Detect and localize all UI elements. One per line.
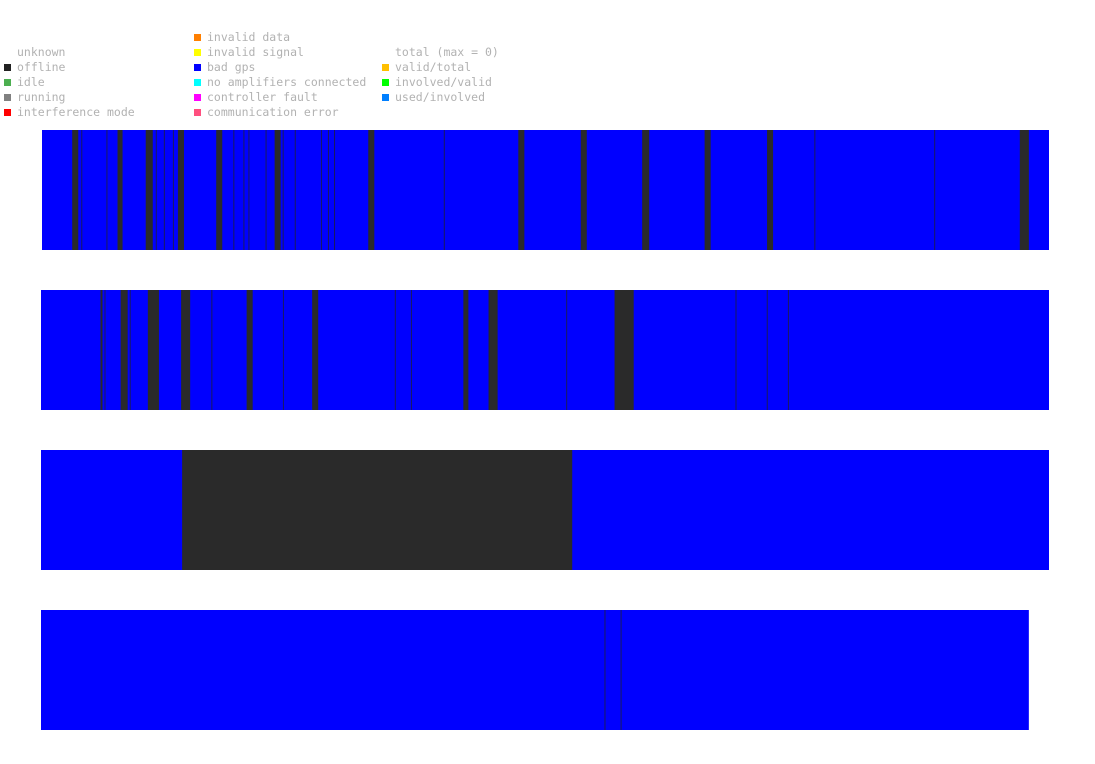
legend-label: bad gps <box>207 60 256 74</box>
offline-segment <box>642 130 650 250</box>
strip-background <box>41 610 1029 730</box>
legend-label: controller fault <box>207 90 318 104</box>
legend-label: communication error <box>207 105 339 119</box>
offline-segment <box>704 130 711 250</box>
offline-segment <box>1019 130 1029 250</box>
legend-label: invalid data <box>207 30 291 44</box>
status-separator <box>282 290 284 410</box>
offline-segment <box>488 290 498 410</box>
strip-background <box>42 130 1049 250</box>
offline-segment <box>72 130 79 250</box>
status-separator <box>233 130 235 250</box>
status-separator <box>787 290 789 410</box>
legend-swatch <box>4 109 11 116</box>
legend-label: running <box>17 90 66 104</box>
status-strip <box>41 290 1049 410</box>
status-separator <box>766 290 768 410</box>
legend-label: invalid signal <box>207 45 304 59</box>
offline-segment <box>216 130 223 250</box>
legend-label: involved/valid <box>395 75 492 89</box>
offline-segment <box>518 130 525 250</box>
legend-label: unknown <box>17 45 66 59</box>
status-separator <box>620 610 622 730</box>
legend-swatch <box>194 34 201 41</box>
legend-swatch <box>194 64 201 71</box>
offline-segment <box>368 130 375 250</box>
status-separator <box>294 130 296 250</box>
status-separator <box>129 290 131 410</box>
status-separator <box>735 290 737 410</box>
offline-segment <box>246 290 253 410</box>
legend-label: offline <box>17 60 66 74</box>
status-separator <box>155 130 157 250</box>
legend-swatch <box>4 64 11 71</box>
status-strip <box>41 610 1029 730</box>
legend-label: idle <box>17 75 45 89</box>
offline-segment <box>767 130 774 250</box>
legend-label: total (max = 0) <box>395 45 499 59</box>
status-separator <box>282 130 284 250</box>
legend-swatch <box>194 49 201 56</box>
status-strip <box>41 450 1049 570</box>
status-separator <box>320 130 322 250</box>
legend-swatch <box>4 94 11 101</box>
status-separator <box>814 130 816 250</box>
status-separator <box>106 130 108 250</box>
status-separator <box>248 130 250 250</box>
legend-label: used/involved <box>395 90 486 104</box>
legend-swatch <box>382 79 389 86</box>
legend-swatch <box>194 109 201 116</box>
status-separator <box>211 290 213 410</box>
offline-segment <box>181 290 191 410</box>
status-separator <box>334 130 336 250</box>
status-separator <box>163 130 165 250</box>
legend-label: valid/total <box>395 60 472 74</box>
status-separator <box>81 130 83 250</box>
status-separator <box>604 610 606 730</box>
legend-swatch <box>382 64 389 71</box>
offline-segment <box>614 290 634 410</box>
offline-segment <box>145 130 153 250</box>
status-separator <box>172 130 174 250</box>
status-separator <box>327 130 329 250</box>
status-separator <box>243 130 245 250</box>
offline-segment <box>182 450 573 570</box>
status-separator <box>104 290 106 410</box>
legend-swatch <box>382 94 389 101</box>
offline-segment <box>147 290 159 410</box>
status-strip <box>42 130 1049 250</box>
offline-segment <box>100 290 103 410</box>
legend-swatch <box>194 79 201 86</box>
offline-segment <box>274 130 281 250</box>
offline-segment <box>580 130 587 250</box>
offline-segment <box>463 290 469 410</box>
legend-label: interference mode <box>17 105 135 119</box>
status-separator <box>566 290 568 410</box>
status-separator <box>934 130 936 250</box>
status-separator <box>443 130 445 250</box>
legend: unknown offline idle running interference mo… <box>0 0 1095 125</box>
offline-segment <box>312 290 319 410</box>
strip-background <box>41 290 1049 410</box>
offline-segment <box>177 130 184 250</box>
offline-segment <box>117 130 123 250</box>
status-separator <box>265 130 267 250</box>
status-separator <box>394 290 396 410</box>
status-separator <box>410 290 412 410</box>
legend-swatch <box>194 94 201 101</box>
offline-segment <box>120 290 128 410</box>
legend-label: no amplifiers connected <box>207 75 367 89</box>
legend-swatch <box>4 79 11 86</box>
